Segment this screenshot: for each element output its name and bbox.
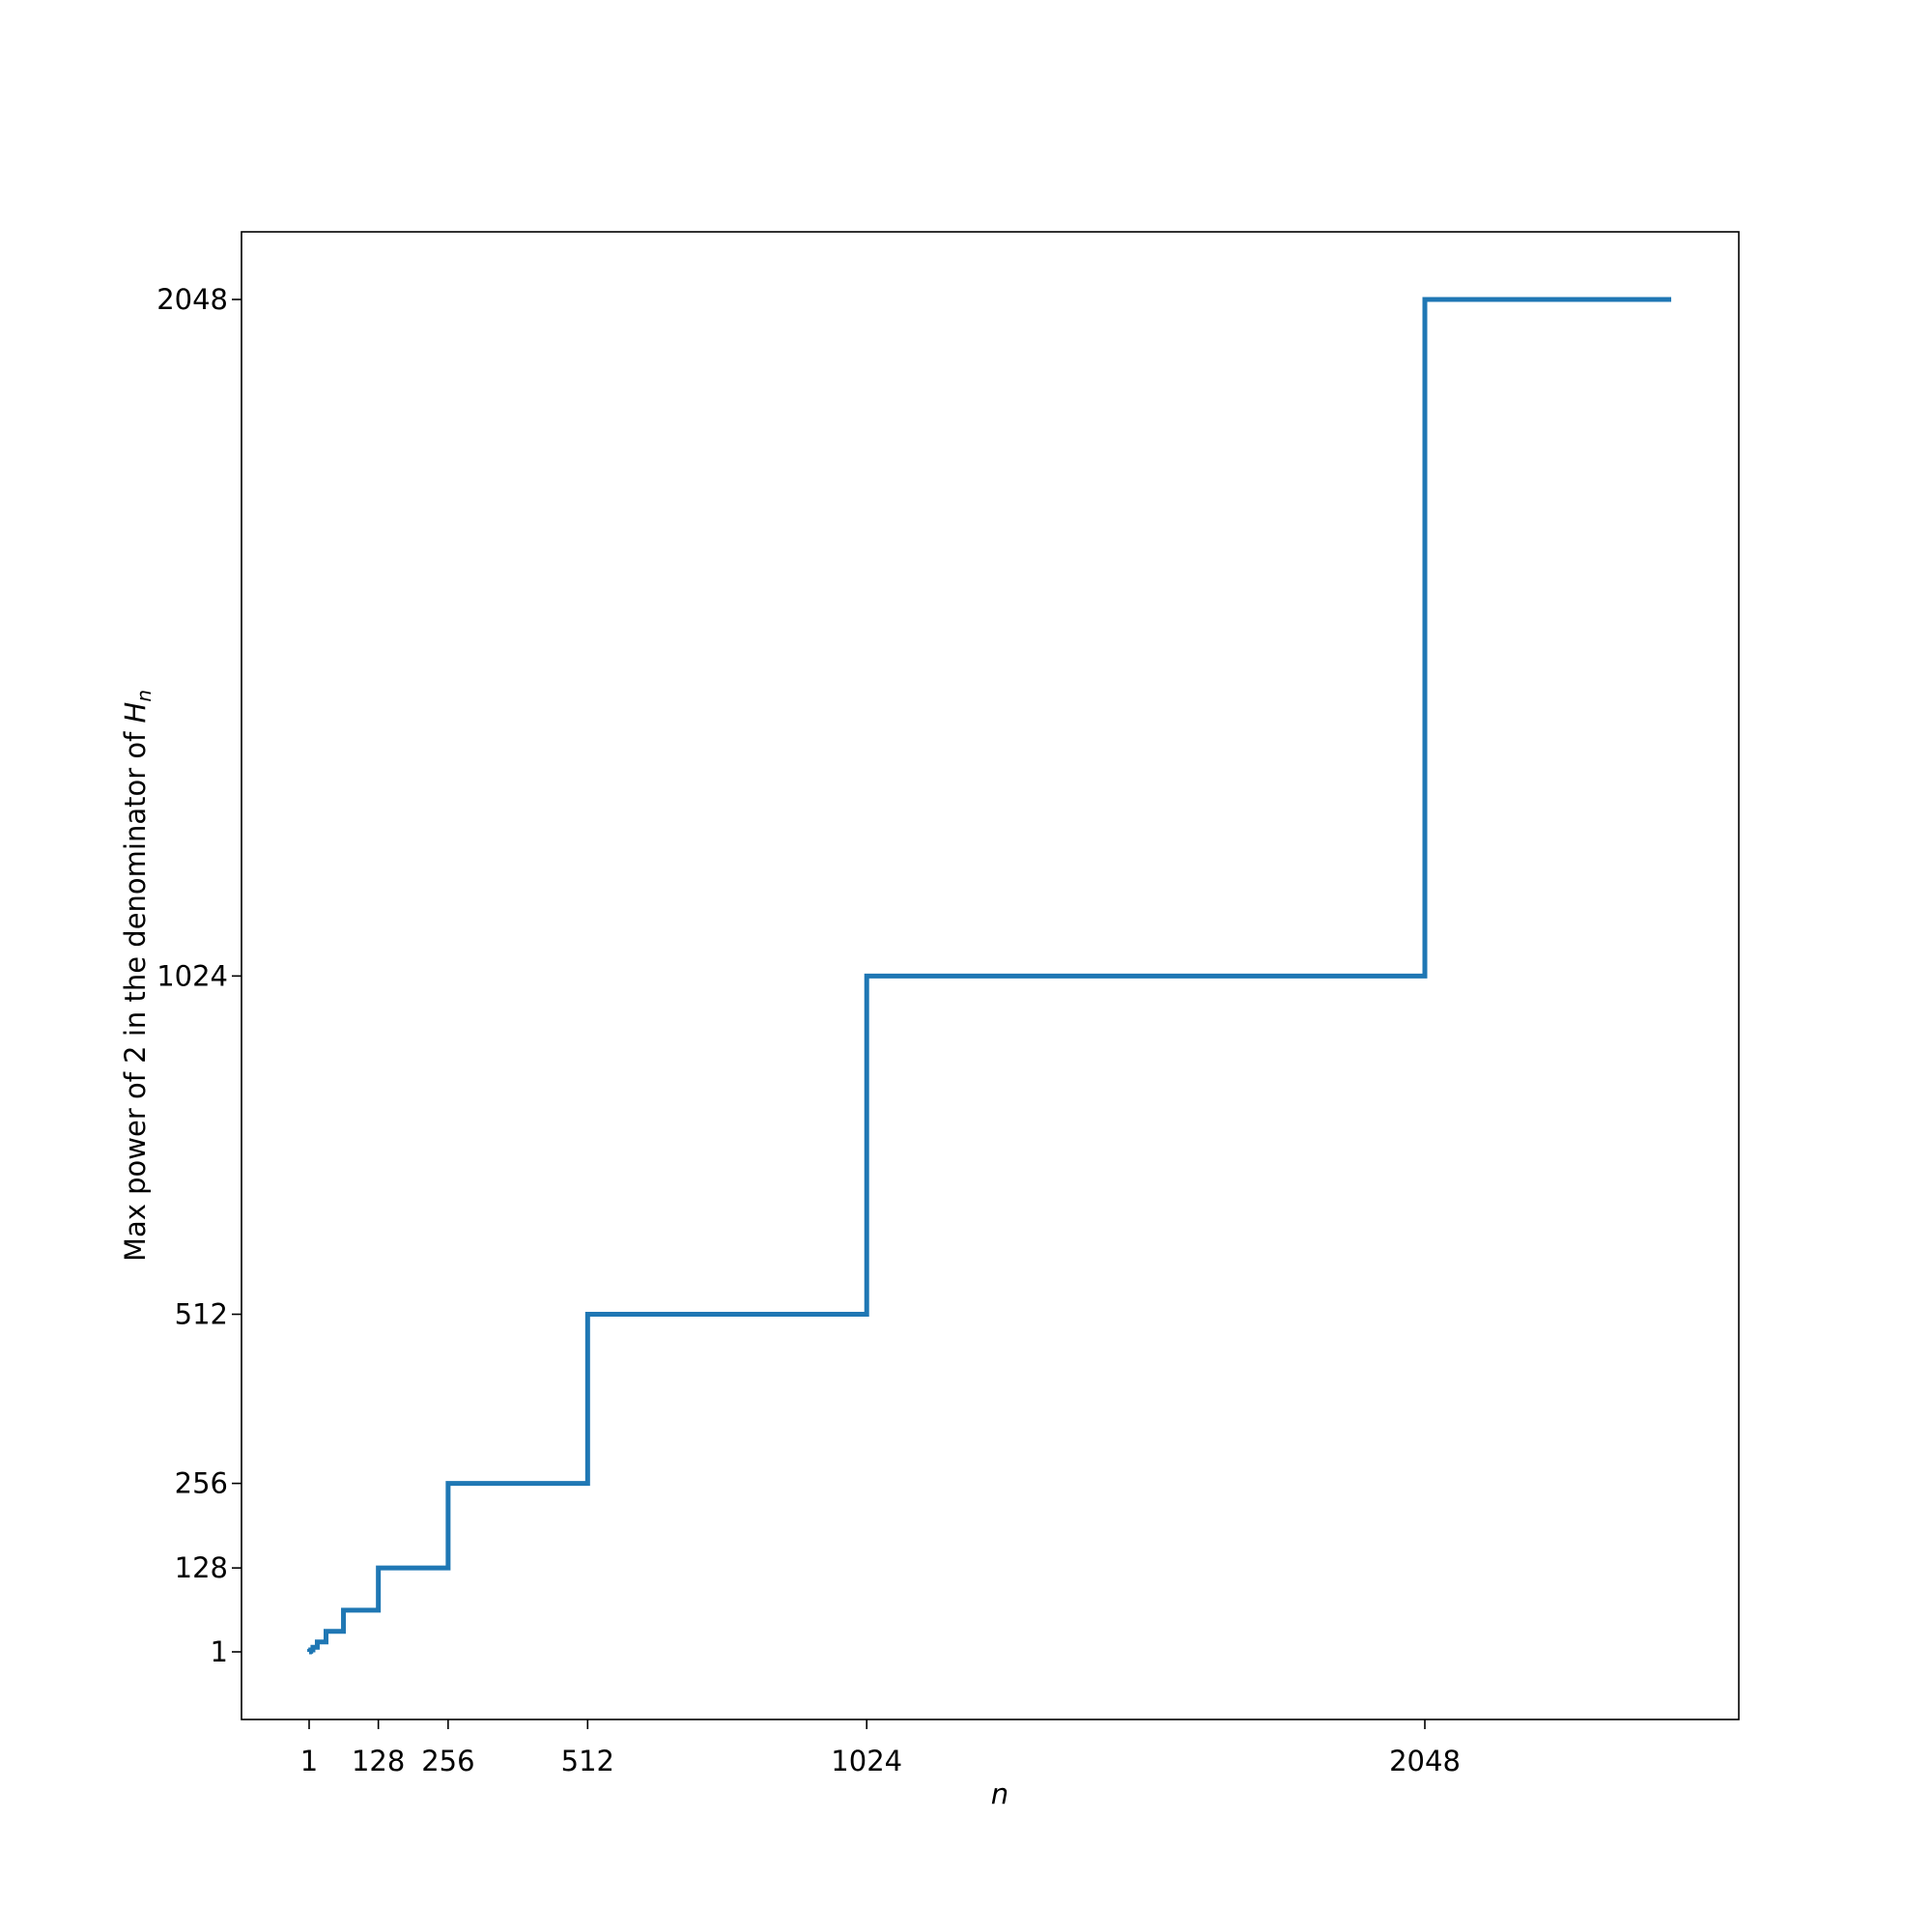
- x-axis-ticks: 1 128 256 512 1024 2048: [300, 1719, 1461, 1777]
- y-tick-label: 512: [175, 1298, 228, 1331]
- x-tick-label: 128: [352, 1745, 405, 1777]
- y-tick-label: 2048: [156, 283, 228, 316]
- plot-area: [307, 297, 1672, 1655]
- series-line: [307, 297, 1672, 1655]
- x-tick-label: 512: [561, 1745, 614, 1777]
- x-tick-label: 1: [300, 1745, 318, 1777]
- y-tick-label: 1024: [156, 959, 228, 992]
- y-axis-ticks: 1 128 256 512 1024 2048: [156, 283, 242, 1668]
- y-axis-label-subscript: n: [132, 690, 156, 702]
- y-axis-label-math: H: [119, 701, 152, 723]
- y-tick-label: 128: [175, 1551, 228, 1584]
- y-tick-label: 256: [175, 1467, 228, 1500]
- y-tick-label: 1: [211, 1635, 228, 1668]
- y-axis-label-text: Max power of 2 in the denominator of: [119, 723, 152, 1262]
- x-tick-label: 1024: [831, 1745, 902, 1777]
- x-axis-label: n: [991, 1777, 1009, 1810]
- x-tick-label: 256: [421, 1745, 474, 1777]
- x-tick-label: 2048: [1389, 1745, 1461, 1777]
- y-axis-label: Max power of 2 in the denominator of Hn: [119, 690, 156, 1262]
